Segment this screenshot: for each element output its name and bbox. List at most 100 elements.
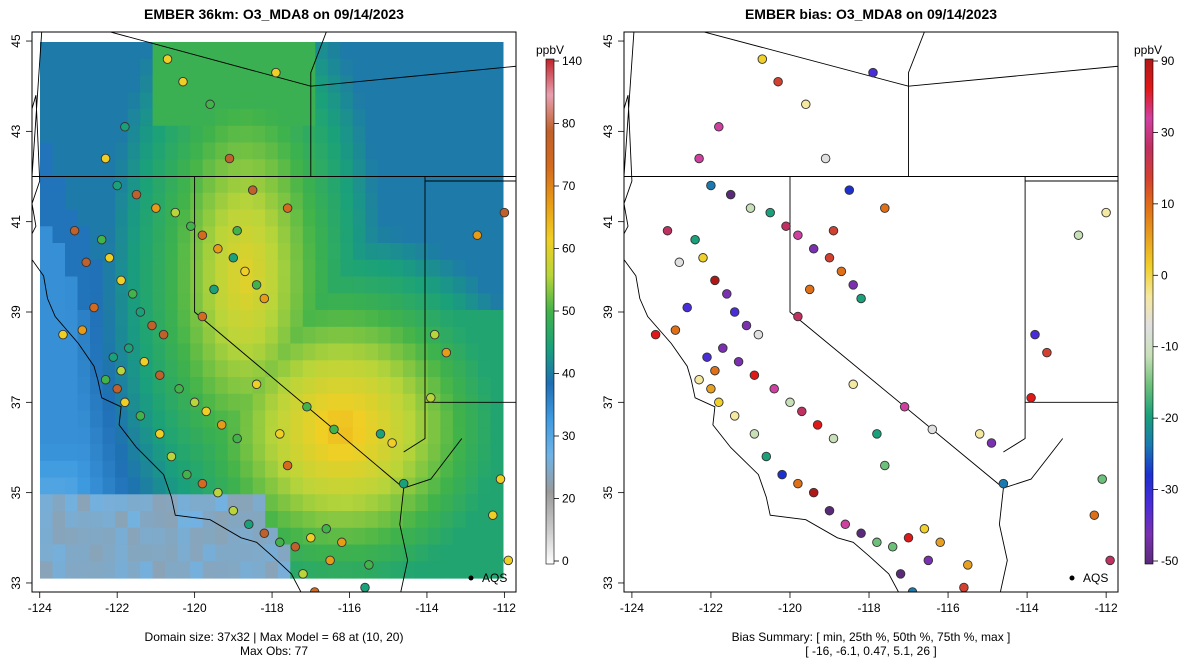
grid-cell bbox=[78, 478, 91, 495]
grid-cell bbox=[65, 143, 78, 160]
grid-cell bbox=[78, 243, 91, 260]
grid-cell bbox=[365, 159, 378, 176]
grid-cell bbox=[65, 545, 78, 562]
grid-cell bbox=[215, 260, 228, 277]
grid-cell bbox=[240, 193, 253, 210]
bias-colorbar-tick-label: 30 bbox=[1161, 125, 1175, 139]
grid-cell bbox=[290, 444, 303, 461]
bias-obs-marker bbox=[1106, 556, 1115, 565]
grid-cell bbox=[428, 76, 441, 93]
grid-cell bbox=[466, 494, 479, 511]
grid-cell bbox=[365, 511, 378, 528]
grid-cell bbox=[203, 143, 216, 160]
grid-cell bbox=[65, 159, 78, 176]
bias-obs-marker bbox=[936, 538, 945, 547]
grid-cell bbox=[128, 511, 141, 528]
grid-cell bbox=[178, 260, 191, 277]
grid-cell bbox=[315, 143, 328, 160]
grid-cell bbox=[315, 109, 328, 126]
grid-cell bbox=[290, 461, 303, 478]
model-obs-marker bbox=[504, 556, 513, 565]
grid-cell bbox=[90, 260, 103, 277]
model-colorbar-tick-label: 60 bbox=[562, 242, 576, 256]
grid-cell bbox=[303, 327, 316, 344]
grid-cell bbox=[378, 528, 391, 545]
bias-colorbar-tick-label: -50 bbox=[1161, 554, 1179, 568]
grid-cell bbox=[165, 176, 178, 193]
bias-obs-marker bbox=[683, 303, 692, 312]
grid-cell bbox=[403, 126, 416, 143]
grid-cell bbox=[265, 42, 278, 59]
grid-cell bbox=[403, 92, 416, 109]
grid-cell bbox=[65, 76, 78, 93]
bias-x-tick-label: -120 bbox=[778, 601, 802, 615]
grid-cell bbox=[178, 176, 191, 193]
grid-cell bbox=[65, 478, 78, 495]
bias-obs-marker bbox=[734, 357, 743, 366]
bias-obs-marker bbox=[849, 380, 858, 389]
model-obs-marker bbox=[101, 375, 110, 384]
grid-cell bbox=[203, 260, 216, 277]
grid-cell bbox=[303, 310, 316, 327]
grid-cell bbox=[378, 92, 391, 109]
grid-cell bbox=[303, 427, 316, 444]
grid-cell bbox=[203, 561, 216, 578]
grid-cell bbox=[340, 176, 353, 193]
grid-cell bbox=[403, 59, 416, 76]
bias-colorbar-tick-label: -10 bbox=[1161, 340, 1179, 354]
grid-cell bbox=[428, 494, 441, 511]
grid-cell bbox=[140, 528, 153, 545]
grid-cell bbox=[466, 243, 479, 260]
grid-cell bbox=[491, 243, 504, 260]
figure-canvas: -124 -122 -120 -118 -116 -114 -112333537394143… bbox=[0, 0, 1200, 672]
grid-cell bbox=[165, 310, 178, 327]
grid-cell bbox=[265, 176, 278, 193]
grid-cell bbox=[328, 143, 341, 160]
model-obs-marker bbox=[183, 470, 192, 479]
grid-cell bbox=[190, 494, 203, 511]
grid-cell bbox=[466, 478, 479, 495]
grid-cell bbox=[415, 377, 428, 394]
grid-cell bbox=[328, 176, 341, 193]
grid-cell bbox=[190, 344, 203, 361]
grid-cell bbox=[315, 176, 328, 193]
grid-cell bbox=[265, 377, 278, 394]
grid-cell bbox=[303, 411, 316, 428]
grid-cell bbox=[40, 143, 53, 160]
grid-cell bbox=[153, 545, 166, 562]
grid-cell bbox=[90, 126, 103, 143]
grid-cell bbox=[440, 360, 453, 377]
grid-cell bbox=[278, 293, 291, 310]
grid-cell bbox=[466, 143, 479, 160]
grid-cell bbox=[115, 494, 128, 511]
grid-cell bbox=[428, 511, 441, 528]
grid-cell bbox=[328, 109, 341, 126]
grid-cell bbox=[203, 360, 216, 377]
grid-cell bbox=[228, 310, 241, 327]
grid-cell bbox=[178, 109, 191, 126]
grid-cell bbox=[78, 226, 91, 243]
grid-cell bbox=[90, 42, 103, 59]
grid-cell bbox=[115, 444, 128, 461]
model-obs-marker bbox=[283, 461, 292, 470]
grid-cell bbox=[128, 494, 141, 511]
bias-caption-line-2: [ -16, -6.1, 0.47, 5.1, 26 ] bbox=[624, 644, 1118, 658]
grid-cell bbox=[353, 461, 366, 478]
grid-cell bbox=[340, 293, 353, 310]
grid-cell bbox=[466, 360, 479, 377]
grid-cell bbox=[153, 109, 166, 126]
grid-cell bbox=[78, 277, 91, 294]
grid-cell bbox=[365, 293, 378, 310]
grid-cell bbox=[153, 92, 166, 109]
grid-cell bbox=[128, 327, 141, 344]
model-obs-marker bbox=[140, 357, 149, 366]
grid-cell bbox=[403, 461, 416, 478]
grid-cell bbox=[103, 545, 116, 562]
grid-cell bbox=[466, 193, 479, 210]
grid-cell bbox=[140, 176, 153, 193]
grid-cell bbox=[240, 277, 253, 294]
grid-cell bbox=[228, 444, 241, 461]
grid-cell bbox=[265, 226, 278, 243]
model-obs-marker bbox=[272, 68, 281, 77]
grid-cell bbox=[278, 226, 291, 243]
